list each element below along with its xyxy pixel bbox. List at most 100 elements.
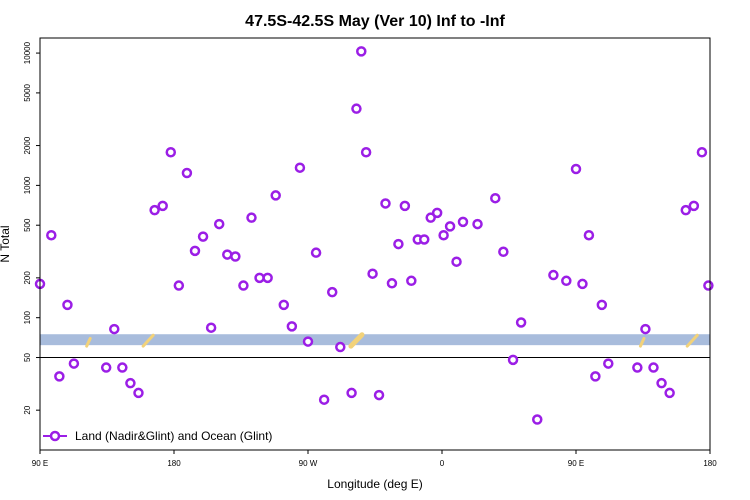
y-tick-label: 20 [23, 405, 32, 414]
data-point [431, 207, 443, 219]
y-tick-label: 500 [23, 218, 32, 232]
x-axis-label: Longitude (deg E) [327, 477, 422, 491]
shaded-band [40, 334, 710, 346]
data-point [262, 272, 273, 284]
data-point [54, 371, 65, 382]
data-point [418, 234, 430, 245]
data-point [438, 229, 449, 241]
data-point [222, 249, 233, 260]
data-point [515, 317, 527, 328]
band-highlight [348, 332, 365, 349]
data-point [270, 190, 281, 201]
data-point [318, 394, 330, 405]
data-point [335, 341, 346, 353]
data-point [451, 256, 462, 267]
data-point [238, 280, 249, 291]
chart-title: 47.5S-42.5S May (Ver 10) Inf to -Inf [245, 13, 505, 30]
x-tick-label: 90 W [299, 459, 318, 468]
data-point [393, 238, 404, 250]
band-highlight [638, 336, 646, 348]
data-point [254, 272, 265, 284]
x-tick-label: 90 E [568, 459, 584, 468]
data-point [165, 147, 177, 158]
y-tick-label: 10000 [23, 41, 32, 64]
data-point [356, 46, 367, 57]
data-point [386, 278, 398, 289]
y-axis-label: N Total [0, 225, 12, 262]
data-point [294, 162, 306, 173]
y-tick-label: 2000 [23, 136, 32, 154]
data-point [425, 212, 436, 223]
data-point [656, 377, 667, 389]
legend-label: Land (Nadir&Glint) and Ocean (Glint) [75, 429, 272, 443]
data-point [133, 387, 144, 399]
plot-frame [39, 37, 711, 451]
data-point [213, 218, 225, 230]
data-point [278, 299, 290, 311]
data-point [399, 200, 411, 212]
data-point [346, 387, 357, 399]
data-point [406, 275, 417, 287]
data-point [664, 387, 675, 399]
data-point [181, 167, 193, 179]
data-point [457, 216, 469, 228]
data-point [380, 198, 391, 209]
data-point [472, 218, 483, 230]
plot-area [34, 46, 714, 425]
data-point [286, 321, 298, 332]
data-point [498, 246, 509, 258]
data-point [703, 280, 714, 291]
x-tick-label: 180 [703, 459, 717, 468]
y-axis: 20 50 100 200 500 1000 2000 5000 10000 [23, 41, 40, 415]
data-point [125, 377, 136, 389]
data-point [351, 103, 362, 114]
data-point [230, 251, 241, 262]
data-point [157, 200, 168, 212]
data-point [367, 268, 378, 279]
x-tick-label: 90 E [32, 459, 48, 468]
data-point [696, 147, 708, 158]
data-point [577, 278, 588, 290]
legend: Land (Nadir&Glint) and Ocean (Glint) [43, 429, 272, 443]
data-point [68, 358, 80, 369]
data-point [688, 200, 700, 212]
data-point [548, 269, 559, 281]
data-point [197, 231, 209, 242]
data-point [246, 212, 257, 223]
data-point [507, 354, 519, 366]
y-tick-label: 50 [23, 353, 32, 362]
y-tick-label: 1000 [23, 176, 32, 194]
data-point [173, 280, 185, 291]
data-point [149, 204, 160, 216]
data-point [205, 322, 217, 333]
data-point [490, 192, 501, 204]
data-point [596, 299, 608, 311]
data-point [117, 362, 128, 373]
data-point [189, 245, 201, 257]
x-axis: 90 E 180 90 W 0 90 E 180 [32, 450, 717, 468]
data-point [640, 323, 651, 335]
data-point [570, 163, 582, 175]
band-highlight [685, 333, 699, 348]
y-tick-label: 5000 [23, 83, 32, 101]
data-point [632, 362, 643, 373]
data-point [360, 147, 372, 158]
x-tick-label: 180 [167, 459, 181, 468]
data-point [444, 221, 456, 232]
data-point [302, 336, 314, 347]
y-tick-label: 200 [23, 271, 32, 285]
data-point [648, 362, 659, 373]
data-point [603, 358, 614, 369]
data-point [561, 275, 572, 287]
data-point [590, 371, 601, 382]
data-point [680, 204, 692, 216]
data-point [109, 323, 120, 335]
data-point [326, 286, 338, 298]
band-highlight [141, 333, 155, 348]
data-point [583, 229, 595, 241]
y-tick-label: 100 [23, 310, 32, 324]
data-point [100, 362, 112, 373]
data-point [373, 389, 385, 401]
x-tick-label: 0 [440, 459, 445, 468]
